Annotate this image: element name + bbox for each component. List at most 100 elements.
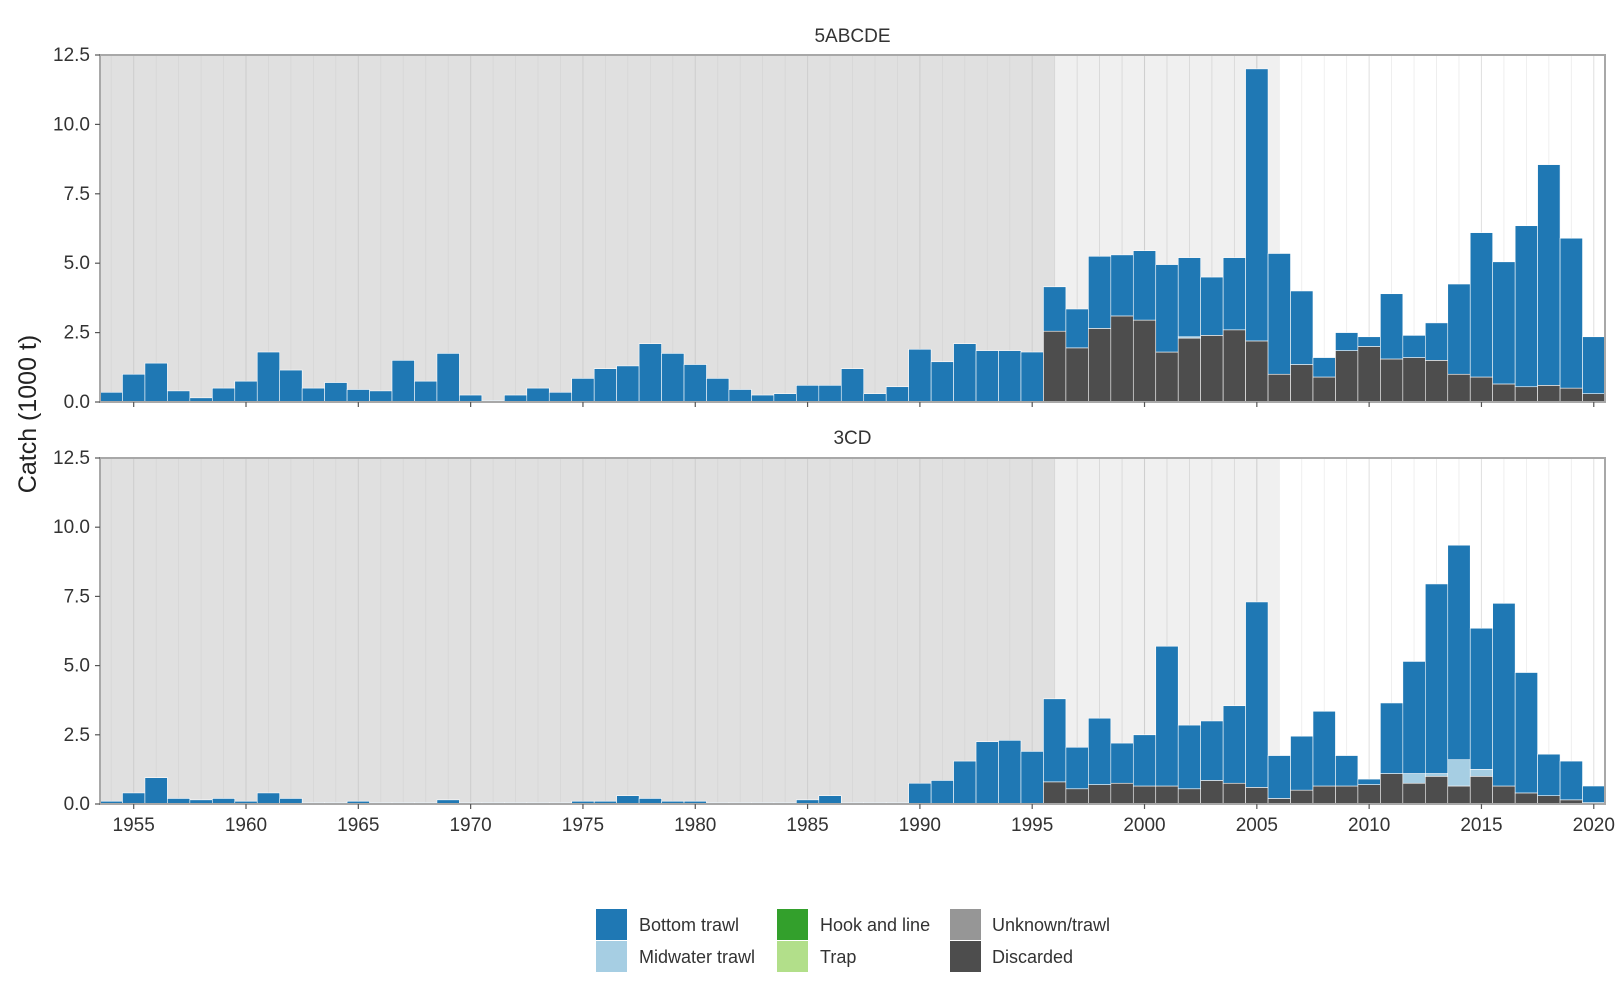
bar-3cd-midwater-trawl-2013	[1424, 773, 1449, 777]
bar-5abcde-bottom-trawl-1986	[818, 385, 842, 403]
bar-5abcde-bottom-trawl-1995	[1020, 351, 1044, 403]
bar-3cd-discarded-2003	[1200, 780, 1224, 805]
bar-3cd-discarded-2015	[1469, 776, 1493, 805]
bar-5abcde-discarded-1998	[1088, 328, 1112, 403]
bar-5abcde-bottom-trawl-1966	[369, 390, 393, 403]
bar-5abcde-bottom-trawl-1978	[638, 343, 662, 403]
panel-title: 3CD	[833, 428, 871, 449]
x-tick-label: 1985	[786, 815, 828, 836]
bar-3cd-discarded-2010	[1357, 784, 1381, 805]
panel-5abcde: 5ABCDE 0.0 2.5 5.0 7.5 10.0 12.5	[53, 26, 1606, 413]
bar-3cd-bottom-trawl-1991	[930, 780, 954, 805]
bar-5abcde-bottom-trawl-1963	[301, 387, 325, 403]
bar-3cd-bottom-trawl-2016	[1492, 603, 1516, 787]
bar-5abcde-bottom-trawl-1973	[526, 387, 550, 403]
bar-5abcde-bottom-trawl-1957	[167, 390, 191, 403]
bar-5abcde-discarded-1996	[1043, 330, 1067, 403]
bar-3cd-bottom-trawl-1997	[1065, 746, 1089, 790]
bar-5abcde-discarded-1999	[1110, 315, 1134, 403]
bar-3cd-bottom-trawl-1998	[1088, 717, 1112, 785]
bar-5abcde-bottom-trawl-2005	[1245, 68, 1269, 342]
y-axis-label: Catch (1000 t)	[14, 335, 42, 493]
bar-5abcde-discarded-2001	[1155, 351, 1179, 403]
legend-label-unknown-trawl: Unknown/trawl	[992, 915, 1110, 935]
bar-3cd-midwater-trawl-2015	[1469, 769, 1493, 777]
bar-5abcde-bottom-trawl-2009	[1335, 332, 1359, 351]
legend-swatch-hook-and-line	[777, 909, 808, 940]
bar-5abcde-bottom-trawl-1984	[773, 393, 797, 403]
bar-5abcde-discarded-2011	[1380, 358, 1404, 403]
bar-5abcde-bottom-trawl-2012	[1402, 335, 1426, 358]
bar-5abcde-bottom-trawl-1977	[616, 365, 640, 403]
bar-3cd-discarded-2016	[1492, 785, 1516, 805]
bar-5abcde-discarded-2015	[1469, 376, 1493, 403]
legend-swatch-bottom-trawl	[596, 909, 627, 940]
bar-5abcde-bottom-trawl-1993	[975, 350, 999, 403]
bar-5abcde-bottom-trawl-2002	[1177, 257, 1201, 338]
bar-5abcde-bottom-trawl-1994	[998, 350, 1022, 403]
bar-3cd-bottom-trawl-2004	[1222, 705, 1246, 784]
bar-3cd-bottom-trawl-2011	[1380, 702, 1404, 774]
bar-5abcde-bottom-trawl-2003	[1200, 276, 1224, 336]
bar-3cd-bottom-trawl-2018	[1537, 753, 1561, 796]
bar-5abcde-bottom-trawl-2008	[1312, 357, 1336, 378]
legend-swatch-unknown-trawl	[950, 909, 981, 940]
legend-swatch-trap	[777, 941, 808, 972]
bar-3cd-bottom-trawl-2005	[1245, 601, 1269, 788]
y-tick-label: 0.0	[64, 794, 90, 815]
y-tick-label: 12.5	[53, 45, 90, 66]
bar-5abcde-discarded-2013	[1424, 360, 1449, 403]
bar-3cd-bottom-trawl-2002	[1177, 724, 1201, 790]
bar-5abcde-bottom-trawl-1975	[571, 378, 595, 403]
bar-3cd-discarded-2017	[1514, 792, 1538, 805]
bar-3cd-bottom-trawl-1990	[908, 782, 932, 805]
bar-3cd-bottom-trawl-1986	[818, 795, 842, 805]
bar-5abcde-discarded-2000	[1132, 319, 1157, 403]
bar-5abcde-bottom-trawl-1965	[346, 389, 370, 403]
y-tick-label: 2.5	[64, 725, 90, 746]
bar-3cd-discarded-2012	[1402, 782, 1426, 805]
bar-5abcde-bottom-trawl-2017	[1514, 225, 1538, 388]
y-tick-label: 7.5	[64, 586, 90, 607]
x-tick-label: 1980	[674, 815, 716, 836]
bar-5abcde-bottom-trawl-1955	[122, 373, 146, 403]
bar-3cd-discarded-1998	[1088, 784, 1112, 805]
bar-3cd-discarded-2008	[1312, 785, 1336, 805]
bar-5abcde-discarded-2016	[1492, 383, 1516, 403]
y-tick-label: 12.5	[53, 448, 90, 469]
panel-3cd: 3CD 0.0 2.5 5.0 7.5 10.0 12.5 1955 1960 1965 1970 1…	[53, 428, 1615, 836]
bar-5abcde-bottom-trawl-1959	[212, 387, 236, 403]
y-tick-label: 10.0	[53, 114, 90, 135]
bar-5abcde-discarded-2017	[1514, 386, 1538, 403]
bar-3cd-bottom-trawl-2009	[1335, 755, 1359, 787]
bar-5abcde-bottom-trawl-2006	[1267, 253, 1291, 375]
bar-5abcde-discarded-2009	[1335, 350, 1359, 403]
bar-5abcde-bottom-trawl-1992	[953, 343, 977, 403]
x-tick-label: 2005	[1236, 815, 1278, 836]
bar-3cd-discarded-2007	[1290, 789, 1314, 805]
bar-5abcde-discarded-2019	[1559, 387, 1583, 403]
x-tick-label: 2000	[1123, 815, 1165, 836]
bar-5abcde-bottom-trawl-1976	[593, 368, 617, 403]
bar-5abcde-bottom-trawl-1996	[1043, 286, 1067, 332]
bar-3cd-discarded-1999	[1110, 782, 1134, 805]
bar-5abcde-bottom-trawl-2015	[1469, 232, 1493, 378]
bar-3cd-bottom-trawl-1993	[975, 741, 999, 805]
bar-5abcde-bottom-trawl-1999	[1110, 254, 1134, 317]
bar-3cd-discarded-2014	[1447, 785, 1471, 805]
bar-5abcde-bottom-trawl-1970	[459, 394, 483, 403]
x-tick-label: 1975	[562, 815, 604, 836]
bar-5abcde-bottom-trawl-1980	[683, 364, 707, 403]
bar-5abcde-bottom-trawl-1988	[863, 393, 887, 403]
bar-3cd-bottom-trawl-2010	[1357, 778, 1381, 785]
legend-swatch-midwater-trawl	[596, 941, 627, 972]
bar-5abcde-discarded-2010	[1357, 346, 1381, 403]
bar-3cd-discarded-2004	[1222, 782, 1246, 805]
x-tick-label: 1970	[449, 815, 491, 836]
y-tick-label: 5.0	[64, 253, 90, 274]
bar-3cd-bottom-trawl-2017	[1514, 672, 1538, 794]
bar-5abcde-bottom-trawl-1991	[930, 361, 954, 403]
bar-5abcde-discarded-2012	[1402, 357, 1426, 403]
bar-5abcde-bottom-trawl-1964	[324, 382, 348, 403]
bar-5abcde-bottom-trawl-1987	[840, 368, 865, 403]
